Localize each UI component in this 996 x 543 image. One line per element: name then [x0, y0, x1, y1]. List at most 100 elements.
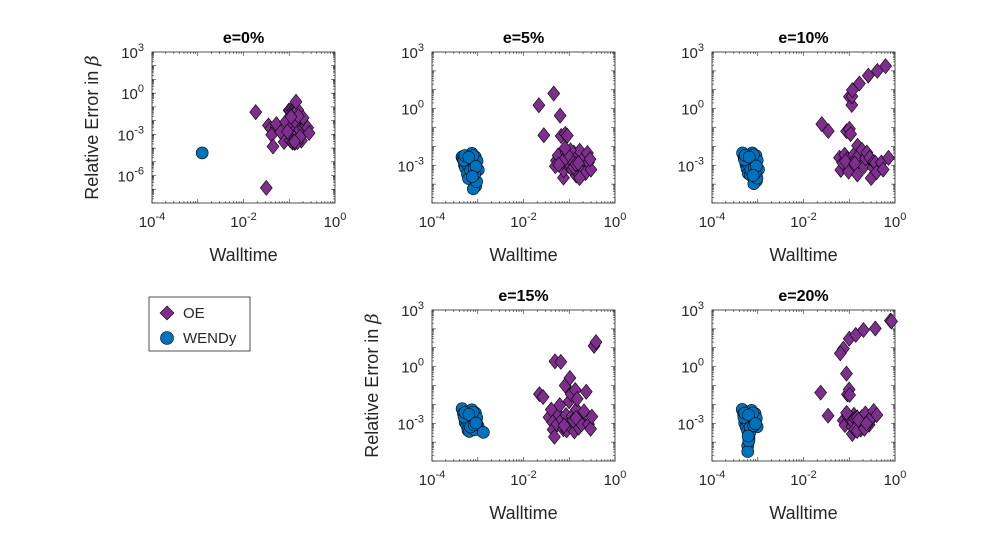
y-tick-label: 10-3: [678, 155, 704, 175]
oe-point: [532, 97, 546, 114]
oe-point: [579, 383, 593, 400]
wendy-point: [749, 417, 762, 430]
oe-point: [870, 406, 884, 423]
y-tick-label: 10-3: [398, 155, 424, 175]
oe-point: [861, 67, 875, 84]
oe-point: [284, 108, 298, 125]
legend-item-wendy: WENDy: [160, 330, 237, 347]
y-tick-label: 100: [681, 357, 704, 377]
oe-point: [249, 104, 263, 121]
legend-label-oe: OE: [183, 305, 205, 322]
series-wendy: [736, 146, 765, 191]
y-tick-label: 100: [401, 99, 424, 119]
panel-title: e=0%: [223, 30, 264, 47]
oe-point: [563, 369, 577, 386]
panel-2: 10-4 10-2 100 10-3 100 103 e=5% Walltime: [398, 30, 627, 265]
oe-point: [850, 166, 864, 183]
oe-point: [259, 179, 273, 196]
oe-point: [840, 404, 853, 421]
oe-point: [266, 138, 280, 155]
panel-5: 10-4 10-2 100 10-3 100 103 e=20% Walltime: [678, 288, 907, 523]
x-tick-label: 10-4: [139, 211, 165, 231]
y-tick-label: 100: [121, 83, 144, 103]
oe-point: [814, 384, 828, 401]
series-wendy: [735, 403, 764, 458]
x-tick-label: 10-2: [230, 211, 256, 231]
oe-point: [553, 107, 567, 124]
x-tick-label: 10-2: [510, 469, 536, 489]
oe-point: [852, 75, 866, 92]
y-tick-label: 10-3: [398, 413, 424, 433]
oe-point: [547, 85, 561, 102]
oe-point: [585, 408, 599, 425]
x-tick-label: 100: [604, 469, 627, 489]
y-tick-label: 103: [681, 300, 704, 320]
oe-point: [833, 345, 847, 362]
oe-point: [821, 407, 835, 424]
x-tick-label: 10-4: [419, 469, 445, 489]
wendy-point: [462, 151, 476, 164]
x-tick-label: 100: [884, 211, 907, 231]
oe-point: [570, 390, 584, 407]
series-oe: [532, 85, 598, 187]
wendy-point: [462, 408, 476, 421]
series-oe: [249, 93, 316, 196]
series-wendy: [195, 146, 209, 160]
oe-point: [584, 161, 598, 178]
legend-oe-diamond-icon: [159, 305, 175, 321]
x-tick-label: 100: [324, 211, 347, 231]
oe-point: [885, 313, 898, 330]
plot-area: [431, 51, 616, 204]
y-tick-label: 100: [401, 357, 424, 377]
series-wendy: [455, 147, 485, 196]
y-tick-label: 10-3: [118, 124, 144, 144]
oe-point: [583, 151, 597, 168]
legend-label-wendy: WENDy: [183, 330, 237, 347]
panel-title: e=5%: [503, 30, 544, 47]
wendy-point: [741, 429, 755, 443]
y-tick-label: 103: [121, 42, 144, 62]
oe-point: [552, 156, 566, 173]
x-tick-label: 10-2: [790, 211, 816, 231]
wendy-point: [195, 146, 209, 160]
wendy-point: [746, 169, 760, 182]
x-axis-label: Walltime: [489, 503, 557, 523]
series-oe: [815, 58, 895, 187]
panel-title: e=15%: [498, 288, 548, 305]
oe-point: [845, 97, 859, 114]
panels-group: 10-4 10-2 100 10-6 10-3 100 103 e=0% Walltime Rel…: [82, 30, 906, 523]
y-tick-label: 100: [681, 99, 704, 119]
oe-point: [868, 320, 882, 337]
panel-3: 10-4 10-2 100 10-3 100 103 e=10% Walltime: [678, 30, 907, 265]
x-axis-label: Walltime: [209, 245, 277, 265]
oe-point: [882, 149, 895, 166]
oe-point: [573, 170, 586, 187]
wendy-point: [469, 416, 483, 430]
oe-point: [838, 153, 852, 170]
series-oe: [533, 334, 603, 445]
oe-point: [879, 58, 892, 75]
x-tick-label: 10-4: [419, 211, 445, 231]
oe-point: [548, 428, 561, 445]
legend-item-oe: OE: [159, 305, 205, 322]
panel-title: e=10%: [778, 30, 828, 47]
series-wendy: [455, 402, 490, 439]
panel-title: e=20%: [778, 288, 828, 305]
oe-point: [554, 353, 568, 370]
x-tick-label: 100: [884, 469, 907, 489]
oe-point: [589, 334, 603, 351]
wendy-point: [477, 426, 490, 439]
oe-point: [584, 420, 597, 437]
x-tick-label: 10-2: [790, 469, 816, 489]
oe-point: [569, 409, 583, 426]
y-tick-label: 10-6: [118, 166, 144, 186]
legend: OE WENDy: [148, 296, 251, 352]
legend-wendy-circle-icon: [160, 331, 174, 345]
x-tick-label: 100: [604, 211, 627, 231]
y-tick-label: 10-3: [678, 413, 704, 433]
oe-point: [857, 322, 870, 338]
oe-point: [843, 386, 856, 403]
x-tick-label: 10-2: [510, 211, 536, 231]
y-tick-label: 103: [401, 300, 424, 320]
